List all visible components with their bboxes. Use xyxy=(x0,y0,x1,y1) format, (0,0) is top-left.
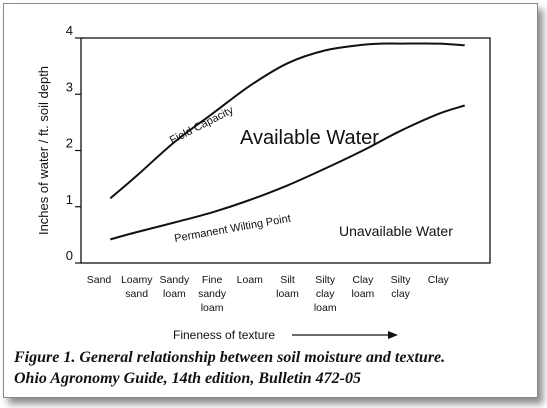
chart: 0 1 2 3 4 Inches of water / ft. soil depth San… xyxy=(36,23,491,342)
x-tick-label: Silt loam xyxy=(276,274,299,300)
x-tick-label: Loam xyxy=(237,274,264,286)
plot-area: 0 1 2 3 4 Inches of water / ft. soil depth San… xyxy=(36,23,491,342)
y-tick-label: 1 xyxy=(66,192,73,207)
x-tick-label: Silty clay xyxy=(391,274,412,300)
x-tick-label: Clay loam xyxy=(352,274,375,300)
x-tick-label: Sand xyxy=(87,274,112,286)
y-tick-label: 3 xyxy=(66,79,73,94)
wilting-point-line xyxy=(110,104,466,241)
y-tick-label: 0 xyxy=(66,248,73,263)
x-axis-arrow-head xyxy=(388,331,398,339)
x-tick-label: Silty clay loam xyxy=(314,274,337,314)
figure-caption: Figure 1. General relationship between s… xyxy=(14,347,540,389)
series-label-field-capacity: Field Capacity xyxy=(168,104,236,147)
x-axis-label: Fineness of texture xyxy=(173,328,275,342)
x-tick-label: Sandy loam xyxy=(160,274,191,300)
field-capacity-line xyxy=(109,42,465,200)
y-tick-label: 2 xyxy=(66,136,73,151)
figure-frame: 0 1 2 3 4 Inches of water / ft. soil depth San… xyxy=(3,3,538,398)
x-tick-label: Fine sandy loam xyxy=(198,274,227,314)
x-tick-label: Clay xyxy=(428,274,450,286)
y-tick-label: 4 xyxy=(66,23,73,38)
x-tick-label: Loamy sand xyxy=(121,274,153,300)
caption-line-1: Figure 1. General relationship between s… xyxy=(14,349,446,366)
caption-line-2: Ohio Agronomy Guide, 14th edition, Bulle… xyxy=(14,370,362,387)
annotation-available-water: Available Water xyxy=(240,127,379,149)
y-axis-label: Inches of water / ft. soil depth xyxy=(36,66,51,235)
annotation-unavailable-water: Unavailable Water xyxy=(339,223,453,239)
